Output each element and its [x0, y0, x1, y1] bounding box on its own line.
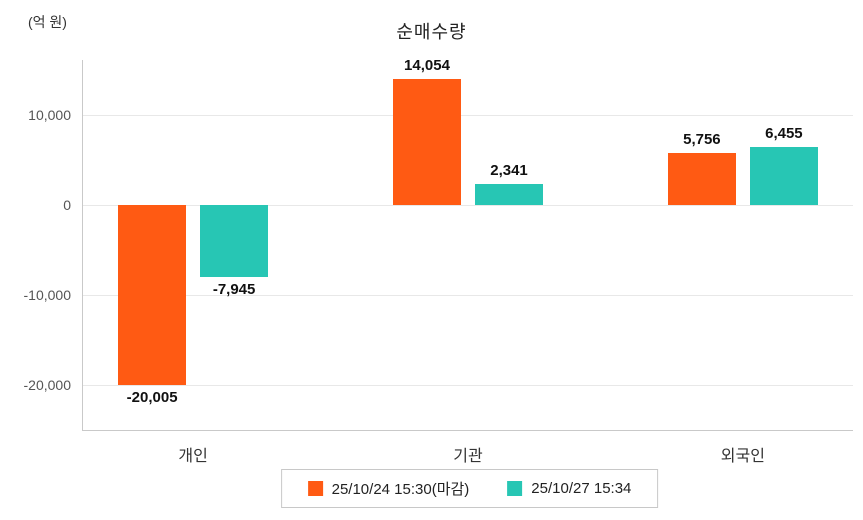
- legend: 25/10/24 15:30(마감) 25/10/27 15:34: [280, 469, 659, 508]
- gridline: [83, 205, 853, 206]
- bar-value-label: -20,005: [126, 389, 178, 407]
- y-tick-label: -20,000: [23, 377, 71, 393]
- bar-prev-2: [667, 153, 736, 205]
- chart-title: 순매수량: [396, 22, 467, 42]
- bar-value-label: 6,455: [765, 124, 803, 142]
- gridline: [83, 115, 853, 116]
- legend-swatch: [307, 481, 323, 496]
- category-label: 외국인: [720, 448, 765, 465]
- bar-prev-0: [118, 205, 187, 386]
- bar-curr-0: [200, 205, 269, 277]
- y-tick-label: 0: [63, 197, 71, 213]
- plot-area: 10,000 0 -10,000 -20,000 -20,005 -7,945 개인 14,0…: [24, 56, 853, 465]
- y-axis-unit-label: (억 원): [28, 14, 67, 30]
- gridline: [83, 385, 853, 386]
- bar-value-label: 5,756: [683, 131, 721, 149]
- y-tick-label: 10,000: [28, 107, 71, 123]
- bar-prev-1: [393, 78, 461, 205]
- legend-label: 25/10/24 15:30(마감): [331, 481, 470, 498]
- bar-value-label: -7,945: [212, 280, 256, 298]
- bar-curr-1: [475, 183, 543, 205]
- bar-curr-2: [749, 146, 818, 205]
- category-label: 기관: [453, 448, 483, 465]
- gridline: [83, 295, 853, 296]
- category-label: 개인: [178, 448, 208, 465]
- legend-label: 25/10/27 15:34: [531, 480, 632, 497]
- legend-item: 25/10/27 15:34: [507, 480, 631, 497]
- legend-swatch: [507, 481, 523, 496]
- bar-value-label: 14,054: [404, 56, 450, 74]
- y-tick-label: -10,000: [23, 287, 71, 303]
- legend-item: 25/10/24 15:30(마감): [307, 478, 470, 499]
- bar-value-label: 2,341: [490, 161, 528, 179]
